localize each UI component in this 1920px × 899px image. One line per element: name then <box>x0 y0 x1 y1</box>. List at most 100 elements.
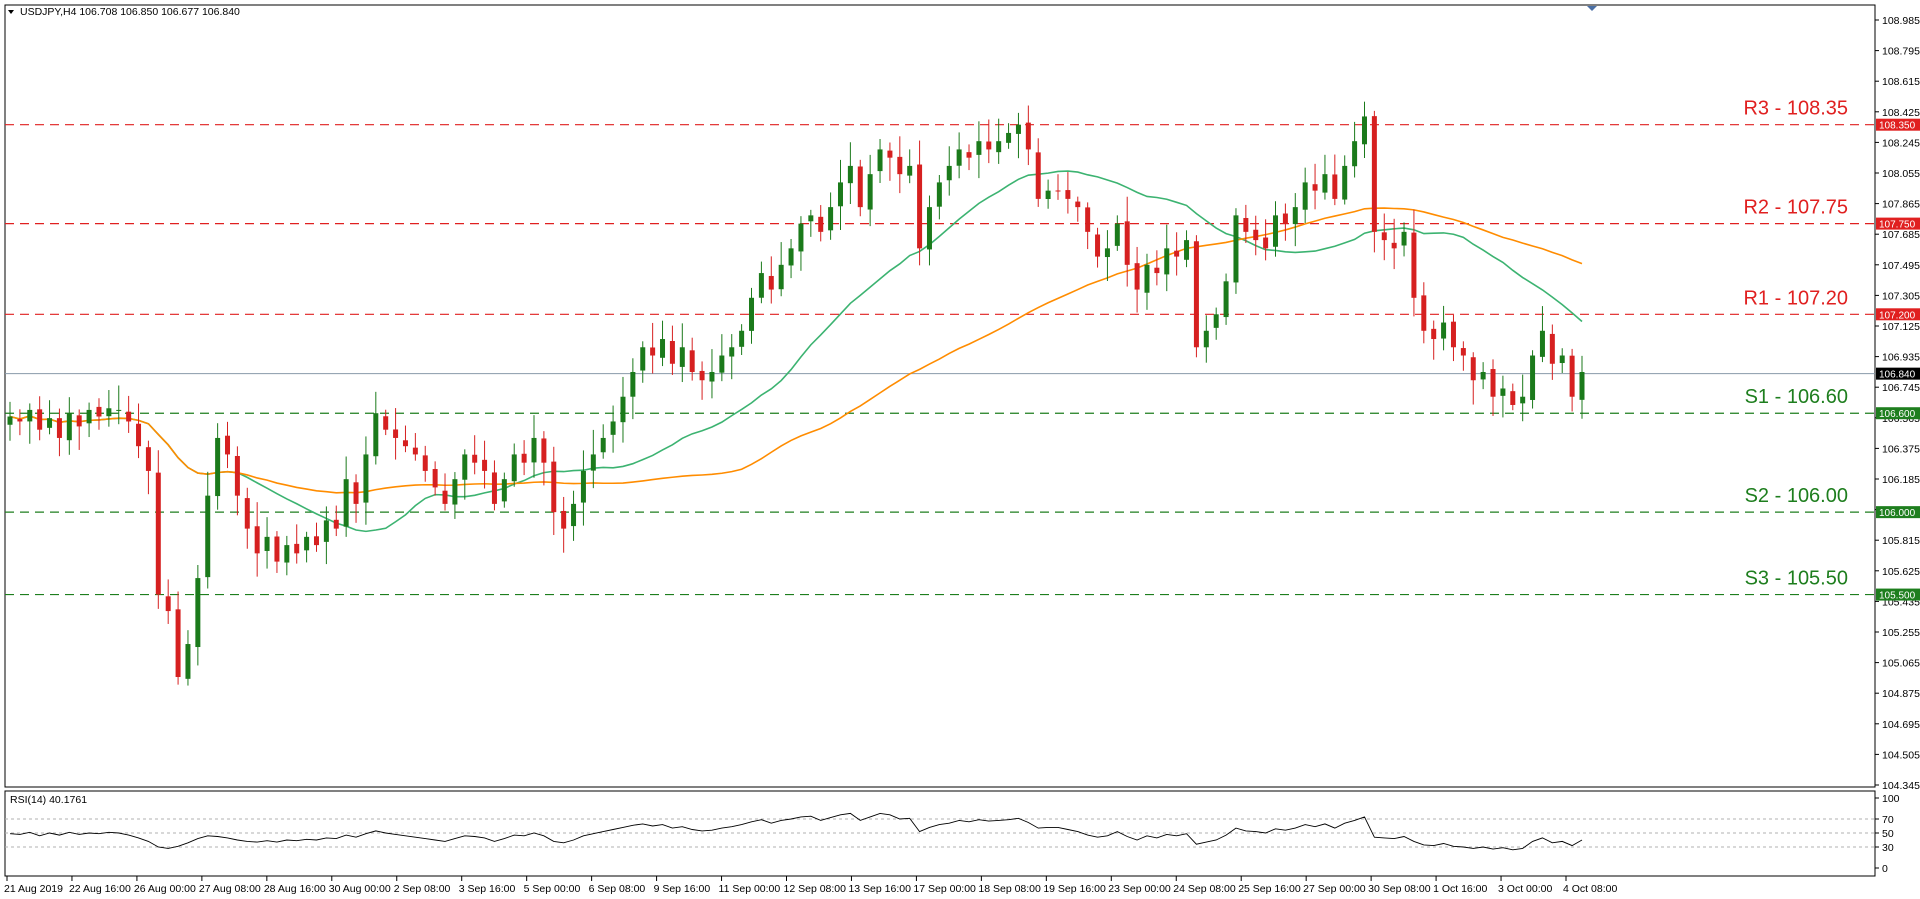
rsi-panel-frame <box>4 790 1876 877</box>
candle-bear <box>1095 234 1101 257</box>
candle-bear <box>1460 348 1466 356</box>
candle-bear <box>986 141 992 150</box>
candle-bull <box>1164 248 1170 275</box>
candle-bull <box>215 437 221 497</box>
price-tick-label: 107.865 <box>1882 199 1920 211</box>
candle-bear <box>541 438 547 463</box>
candle-bear <box>442 490 448 504</box>
level-price-tag <box>1876 118 1920 131</box>
candle-bull <box>452 479 458 505</box>
candle-bear <box>274 536 280 562</box>
candle-bear <box>1085 207 1091 232</box>
rsi-title: RSI(14) 40.1761 <box>10 794 87 806</box>
rsi-line <box>9 812 1583 851</box>
candle-bull <box>373 413 379 457</box>
time-tick-label: 23 Sep 00:00 <box>1108 883 1171 895</box>
price-tick-label: 107.305 <box>1882 290 1920 302</box>
candle-bear <box>551 461 557 513</box>
candle-bull <box>590 454 596 471</box>
candle-bear <box>472 454 478 463</box>
level-label: R2 - 107.75 <box>1743 197 1848 219</box>
level-price-tag <box>1876 407 1920 420</box>
candle-bull <box>66 413 72 441</box>
candle-bull <box>343 479 349 527</box>
level-price-tag <box>1876 506 1920 519</box>
price-tick-label: 105.065 <box>1882 658 1920 670</box>
candle-bear <box>225 435 231 455</box>
price-tick-label: 108.795 <box>1882 46 1920 58</box>
candle-bear <box>521 453 527 463</box>
level-label: R1 - 107.20 <box>1743 287 1848 309</box>
candle-bull <box>1292 207 1298 225</box>
candle-bear <box>1065 190 1071 199</box>
candle-bull <box>323 520 329 542</box>
candle-bear <box>1134 263 1140 290</box>
candle-bear <box>917 164 923 249</box>
price-tick-label: 104.695 <box>1882 719 1920 731</box>
candle-bull <box>620 396 626 423</box>
candle-bear <box>244 498 250 529</box>
candle-bear <box>1253 229 1259 241</box>
candle-bull <box>828 207 834 231</box>
time-tick-label: 27 Sep 00:00 <box>1303 883 1366 895</box>
time-tick-label: 25 Sep 16:00 <box>1238 883 1301 895</box>
candle-bear <box>1371 116 1377 232</box>
candle-bull <box>1006 132 1012 143</box>
level-price-tag-label: 106.600 <box>1879 409 1916 420</box>
candle-bear <box>1510 391 1516 405</box>
time-tick-label: 9 Sep 16:00 <box>654 883 711 895</box>
time-tick-label: 22 Aug 16:00 <box>69 883 131 895</box>
candle-bull <box>798 223 804 252</box>
candle-bull <box>600 437 606 453</box>
candle-bull <box>27 409 33 422</box>
time-tick-label: 21 Aug 2019 <box>4 883 63 895</box>
rsi-tick-label: 100 <box>1882 793 1900 805</box>
candle-bull <box>946 165 952 181</box>
price-tick-label: 106.375 <box>1882 443 1920 455</box>
level-price-tag-label: 107.750 <box>1879 220 1916 231</box>
time-tick-label: 12 Sep 08:00 <box>784 883 847 895</box>
candle-bull <box>1352 141 1358 167</box>
candle-bear <box>1055 190 1061 192</box>
candle-bear <box>1332 174 1338 199</box>
candle-bear <box>412 447 418 455</box>
candle-bull <box>679 347 685 367</box>
candle-bull <box>1539 330 1545 357</box>
price-tick-label: 108.615 <box>1882 76 1920 88</box>
shift-marker-icon[interactable] <box>1587 6 1597 11</box>
candle-bull <box>106 408 112 417</box>
candle-bear <box>1035 152 1041 199</box>
candle-bear <box>165 596 171 612</box>
candle-bull <box>185 644 191 679</box>
candle-bull <box>926 207 932 250</box>
candle-bull <box>709 371 715 382</box>
candle-bear <box>1411 232 1417 298</box>
candle-bull <box>739 330 745 347</box>
candle-bull <box>837 182 843 207</box>
candle-bull <box>788 248 794 266</box>
level-label: S3 - 105.50 <box>1745 568 1848 590</box>
symbol-header: USDJPY,H4 106.708 106.850 106.677 106.84… <box>20 6 240 18</box>
candle-bull <box>1144 264 1150 293</box>
price-tick-label: 106.185 <box>1882 474 1920 486</box>
candle-bull <box>1104 248 1110 258</box>
candle-bear <box>1075 201 1081 208</box>
level-price-tag <box>1876 588 1920 601</box>
candle-bear <box>1470 357 1476 381</box>
candle-bull <box>630 371 636 397</box>
candle-bull <box>936 182 942 207</box>
candle-bull <box>304 536 310 551</box>
candle-bear <box>126 411 132 422</box>
candle-bear <box>669 341 675 364</box>
candle-bull <box>571 503 577 527</box>
time-tick-label: 13 Sep 16:00 <box>848 883 911 895</box>
candle-bull <box>116 409 122 411</box>
candle-bear <box>353 482 359 504</box>
rsi-tick-label: 50 <box>1882 828 1894 840</box>
time-tick-label: 28 Aug 16:00 <box>264 883 326 895</box>
candle-bear <box>1490 369 1496 397</box>
price-tick-label: 107.495 <box>1882 260 1920 272</box>
time-tick-label: 30 Aug 00:00 <box>329 883 391 895</box>
candle-bull <box>1223 281 1229 318</box>
